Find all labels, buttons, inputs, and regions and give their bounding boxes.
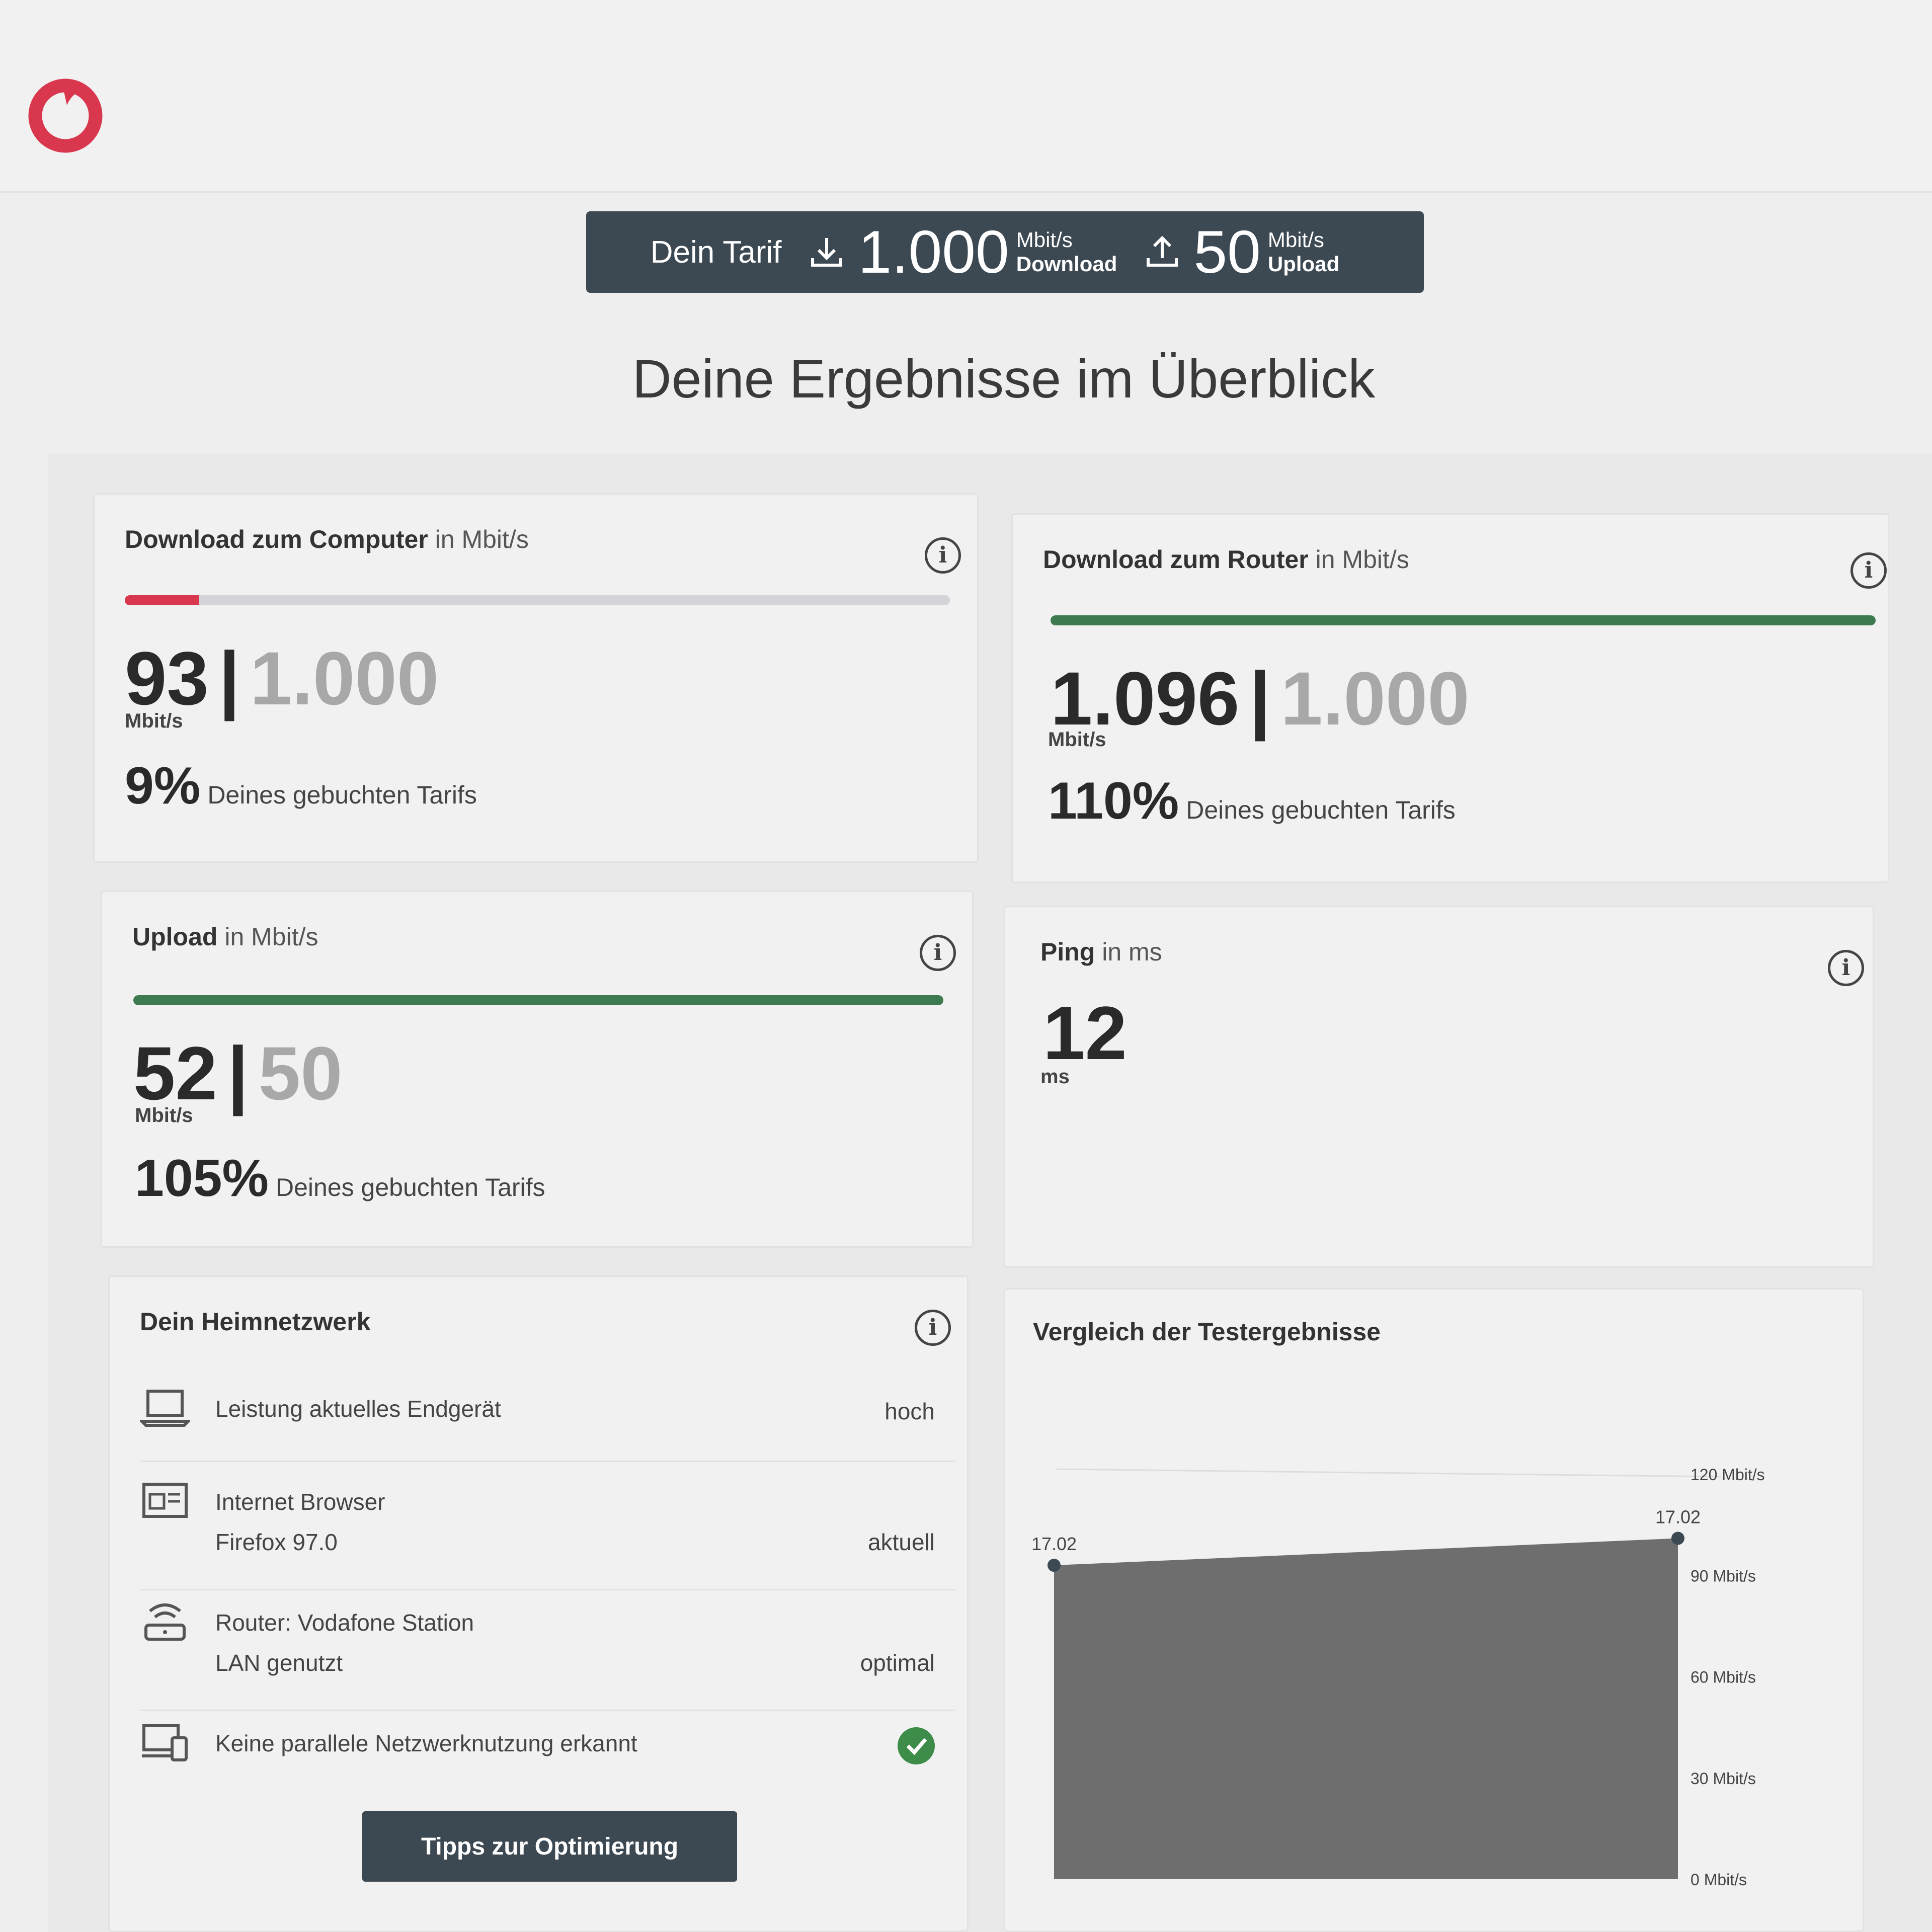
info-icon[interactable]: i	[1850, 552, 1887, 589]
percent-of-tarif: 105% Deines gebuchten Tarifs	[135, 1149, 545, 1208]
list-item: Router: Vodafone Station LAN genutzt opt…	[140, 1599, 955, 1711]
page-title: Deine Ergebnisse im Überblick	[632, 348, 1376, 409]
chart-top-line	[1056, 1468, 1721, 1478]
speed-values: 1.096 | 1.000	[1051, 656, 1470, 741]
chart-area	[1054, 1538, 1678, 1879]
chart-point	[1048, 1559, 1061, 1572]
info-icon[interactable]: i	[1828, 950, 1864, 986]
tarif-upload-value: 50	[1193, 218, 1261, 286]
card-ping: Ping in ms i 12 ms	[1004, 906, 1874, 1268]
chart-x-label: 17.02	[1031, 1534, 1077, 1554]
progress-fill	[1051, 615, 1876, 625]
chart-title: Vergleich der Testergebnisse	[1033, 1318, 1381, 1346]
tarif-banner: Dein Tarif 1.000 Mbit/s Download 50 Mbit…	[586, 211, 1424, 293]
upload-icon	[1147, 235, 1178, 267]
speed-unit: Mbit/s	[1048, 729, 1106, 751]
card-title: Ping in ms	[1040, 938, 1162, 966]
top-divider	[0, 191, 1932, 193]
speed-values: 93 | 1.000	[125, 636, 439, 720]
card-title: Dein Heimnetzwerk	[140, 1308, 371, 1336]
card-title: Upload in Mbit/s	[132, 923, 318, 951]
card-upload: Upload in Mbit/s i 52 | 50 Mbit/s 105% Dein…	[101, 891, 974, 1248]
percent-of-tarif: 9% Deines gebuchten Tarifs	[125, 757, 477, 815]
list-item: Leistung aktuelles Endgerät hoch	[140, 1385, 955, 1462]
info-icon[interactable]: i	[915, 1310, 951, 1346]
card-download-computer: Download zum Computer in Mbit/s i 93 | 1.0…	[93, 493, 979, 863]
progress-bar	[125, 595, 950, 605]
tarif-download-unit: Mbit/s Download	[1016, 227, 1117, 276]
vodafone-logo-icon[interactable]	[28, 78, 103, 153]
chart-y-tick-label: 120 Mbit/s	[1691, 1466, 1765, 1484]
chart-y-tick-label: 0 Mbit/s	[1691, 1871, 1747, 1889]
check-icon	[898, 1727, 935, 1764]
progress-bar	[133, 995, 943, 1005]
card-title: Download zum Router in Mbit/s	[1043, 545, 1409, 574]
list-item: Internet Browser Firefox 97.0 aktuell	[140, 1478, 955, 1590]
devices-icon	[142, 1724, 188, 1761]
laptop-icon	[140, 1390, 190, 1427]
comparison-chart: 17.02 17.02 0 Mbit/s 30 Mbit/s 60 Mbit/s 90 M…	[1031, 1466, 1765, 1889]
tarif-upload-unit: Mbit/s Upload	[1267, 227, 1340, 276]
speed-unit: Mbit/s	[125, 710, 183, 732]
card-title: Download zum Computer in Mbit/s	[125, 525, 529, 553]
speed-unit: Mbit/s	[135, 1104, 193, 1126]
browser-icon	[142, 1483, 188, 1518]
info-icon[interactable]: i	[925, 537, 961, 574]
card-download-router: Download zum Router in Mbit/s i 1.096 | 1.…	[1011, 513, 1889, 883]
ping-unit: ms	[1040, 1066, 1070, 1088]
chart-y-tick-label: 30 Mbit/s	[1691, 1769, 1756, 1788]
speed-values: 52 | 50	[133, 1031, 343, 1115]
progress-bar	[1051, 615, 1876, 625]
percent-of-tarif: 110% Deines gebuchten Tarifs	[1048, 772, 1456, 830]
chart-y-tick-label: 90 Mbit/s	[1691, 1567, 1756, 1585]
tarif-label: Dein Tarif	[650, 234, 782, 270]
progress-fill	[133, 995, 943, 1005]
ping-value: 12	[1043, 991, 1127, 1075]
top-band	[0, 0, 1932, 191]
progress-fill	[125, 595, 199, 605]
download-icon	[811, 238, 843, 267]
tips-button[interactable]: Tipps zur Optimierung	[362, 1811, 737, 1882]
router-icon	[144, 1603, 186, 1641]
chart-point	[1671, 1532, 1684, 1545]
info-icon[interactable]: i	[920, 935, 956, 971]
tarif-download-value: 1.000	[858, 218, 1009, 286]
chart-y-tick-label: 60 Mbit/s	[1691, 1668, 1756, 1686]
list-item: Keine parallele Netzwerknutzung erkannt	[140, 1720, 955, 1795]
chart-x-label: 17.02	[1655, 1506, 1701, 1527]
